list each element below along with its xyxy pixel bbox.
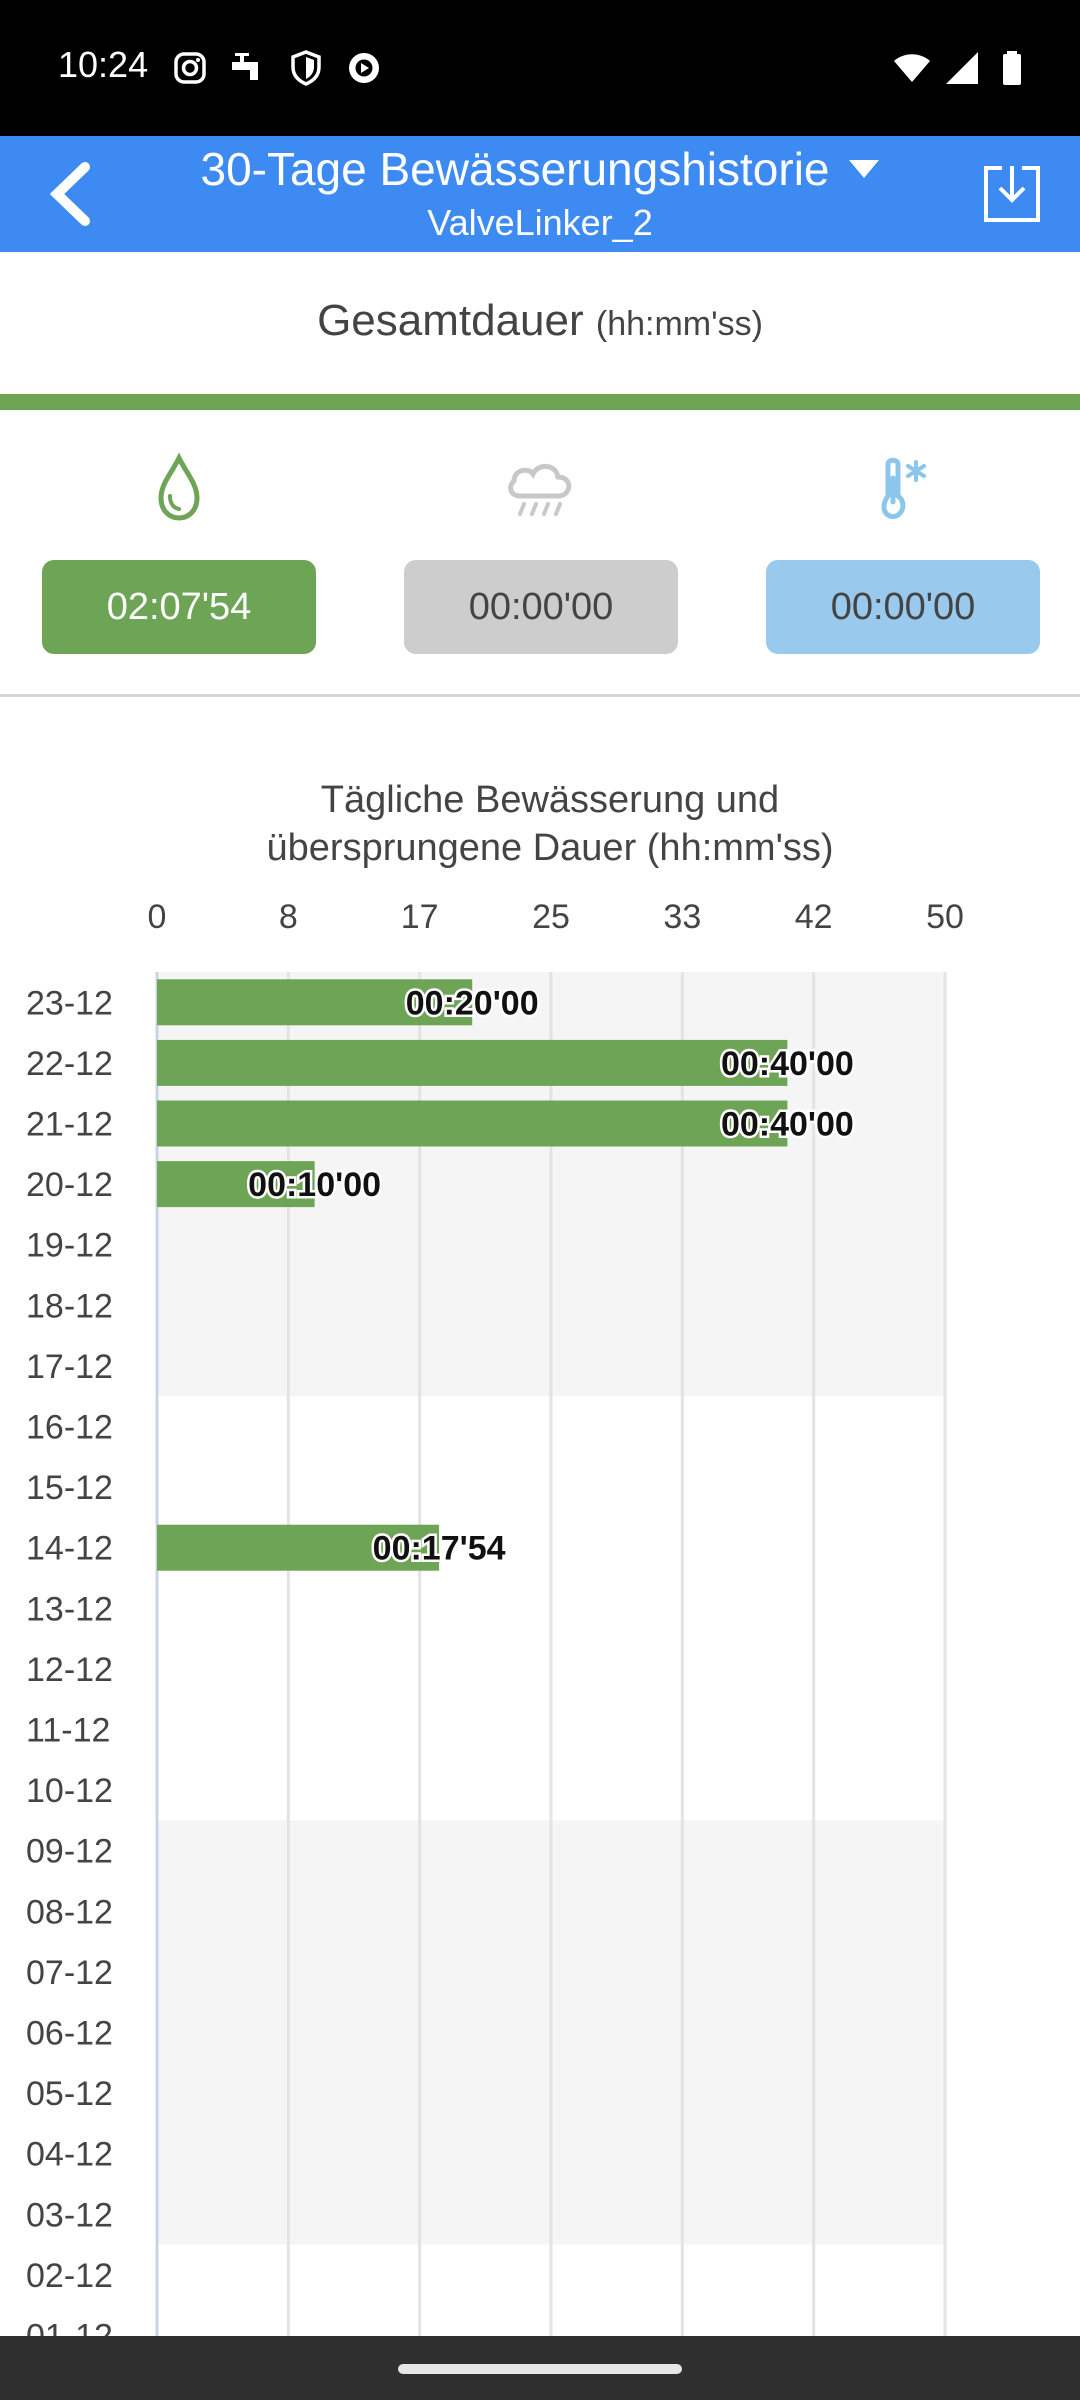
battery-icon <box>1003 51 1021 85</box>
download-icon[interactable] <box>980 162 1044 226</box>
y-category-label: 10-12 <box>26 1772 113 1810</box>
signal-icon <box>946 52 978 84</box>
y-category-label: 08-12 <box>26 1893 113 1931</box>
x-tick-label: 25 <box>532 898 570 936</box>
status-bar: 10:24 <box>0 0 1080 136</box>
section-divider-green <box>0 394 1080 410</box>
chevron-left-icon <box>49 162 90 226</box>
frost-thermometer-icon <box>881 457 926 520</box>
home-gesture-pill[interactable] <box>398 2364 682 2374</box>
bar-data-label: 00:40'00 <box>721 1106 854 1144</box>
faucet-icon <box>232 53 258 80</box>
instagram-icon <box>174 52 206 84</box>
y-category-label: 21-12 <box>26 1106 113 1144</box>
x-tick-label: 33 <box>663 898 701 936</box>
back-button[interactable] <box>30 156 110 232</box>
y-category-label: 15-12 <box>26 1469 113 1507</box>
shield-icon <box>291 50 321 86</box>
watering-bar <box>157 1161 315 1208</box>
y-category-label: 02-12 <box>26 2257 113 2295</box>
water-drop-icon <box>158 452 200 521</box>
y-category-label: 13-12 <box>26 1590 113 1628</box>
device-name: ValveLinker_2 <box>427 202 653 243</box>
bar-data-label: 00:40'00 <box>721 1045 854 1083</box>
chart-title: Tägliche Bewässerung und übersprungene D… <box>0 776 1080 872</box>
y-category-label: 01-12 <box>26 2318 113 2337</box>
y-category-label: 12-12 <box>26 1651 113 1689</box>
y-category-label: 03-12 <box>26 2196 113 2234</box>
x-tick-label: 8 <box>279 898 298 936</box>
app-bar: 30-Tage Bewässerungshistorie ValveLinker… <box>0 136 1080 252</box>
y-category-label: 19-12 <box>26 1227 113 1265</box>
y-category-label: 05-12 <box>26 2075 113 2113</box>
watering-bar <box>157 1524 440 1571</box>
y-category-label: 17-12 <box>26 1348 113 1386</box>
frost-skipped-total-badge: 00:00'00 <box>766 560 1040 654</box>
rain-cloud-icon <box>508 464 572 516</box>
y-category-label: 14-12 <box>26 1530 113 1568</box>
y-category-label: 09-12 <box>26 1833 113 1871</box>
x-tick-label: 42 <box>795 898 833 936</box>
x-tick-label: 0 <box>148 898 167 936</box>
section-divider <box>0 694 1080 697</box>
watering-bar <box>157 1039 788 1086</box>
total-duration-title: Gesamtdauer (hh:mm'ss) <box>0 296 1080 346</box>
daily-watering-chart: 0 8 17 25 33 42 50 23-12 00:20'00 22-12 00:40'00 21… <box>26 898 964 2337</box>
chart-title-line-2: übersprungene Dauer (hh:mm'ss) <box>266 827 834 869</box>
caret-down-icon <box>848 160 879 178</box>
x-tick-label: 17 <box>401 898 439 936</box>
wifi-icon <box>894 54 930 82</box>
watering-bar <box>157 1100 788 1147</box>
y-category-label: 06-12 <box>26 2015 113 2053</box>
y-category-label: 23-12 <box>26 984 113 1022</box>
x-tick-label: 50 <box>926 898 964 936</box>
y-category-label: 04-12 <box>26 2136 113 2174</box>
total-duration-unit: (hh:mm'ss) <box>595 305 763 343</box>
play-circle-icon <box>349 53 379 83</box>
header-title-dropdown[interactable]: 30-Tage Bewässerungshistorie ValveLinker… <box>130 142 950 244</box>
total-duration-label: Gesamtdauer <box>317 296 584 345</box>
y-category-label: 07-12 <box>26 1954 113 1992</box>
rain-skipped-total-badge: 00:00'00 <box>404 560 678 654</box>
y-category-label: 11-12 <box>26 1712 110 1750</box>
y-category-label: 18-12 <box>26 1287 113 1325</box>
bar-data-label: 00:20'00 <box>406 984 539 1022</box>
watering-total-badge: 02:07'54 <box>42 560 316 654</box>
y-category-label: 20-12 <box>26 1166 113 1204</box>
bar-data-label: 00:17'54 <box>373 1530 506 1568</box>
bar-data-label: 00:10'00 <box>248 1166 381 1204</box>
chart-title-line-1: Tägliche Bewässerung und <box>320 779 780 821</box>
status-time: 10:24 <box>58 44 149 85</box>
page-title: 30-Tage Bewässerungshistorie <box>200 143 830 195</box>
watering-bar <box>157 979 473 1026</box>
y-category-label: 22-12 <box>26 1045 113 1083</box>
navigation-bar <box>0 2336 1080 2400</box>
y-category-label: 16-12 <box>26 1409 113 1447</box>
